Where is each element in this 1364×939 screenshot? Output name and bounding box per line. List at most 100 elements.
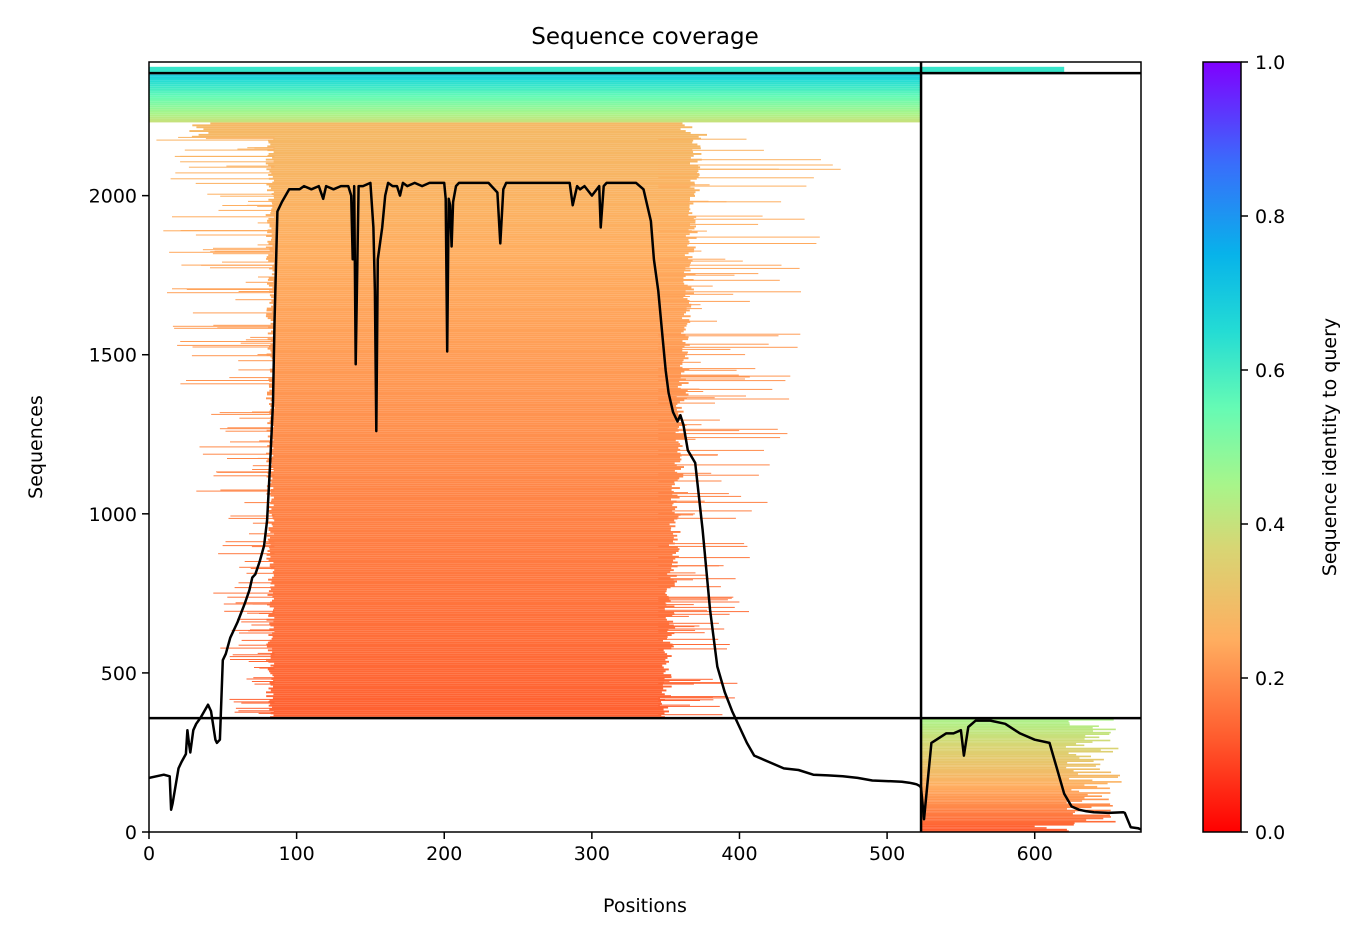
coverage-band [149,86,921,89]
coverage-band [269,345,685,348]
coverage-band [658,361,701,363]
coverage-band [233,701,275,703]
coverage-band [273,487,680,489]
coverage-band [268,479,678,482]
coverage-band [250,336,275,338]
coverage-band [267,550,679,552]
coverage-band [921,774,1120,777]
coverage-band [266,658,666,661]
coverage-band [266,183,695,186]
coverage-band [270,536,674,539]
coverage-band [274,321,691,323]
coverage-band [658,279,780,281]
coverage-band [273,666,664,669]
coverage-band [271,489,672,491]
coverage-band [274,292,694,295]
x-axis-label: Positions [603,895,687,917]
coverage-band [921,758,1104,761]
coverage-band [222,545,275,547]
y-tick-label: 1000 [89,504,137,526]
coverage-band [268,700,661,703]
coverage-band [267,145,701,148]
coverage-band [921,819,1087,821]
coverage-band [921,798,1109,801]
coverage-band [149,111,921,113]
coverage-band [274,328,686,331]
coverage-band [272,269,691,272]
coverage-band [273,147,701,150]
coverage-band [269,385,678,388]
coverage-band [921,741,1093,743]
coverage-band [271,437,686,440]
coverage-band [268,634,672,636]
coverage-band [274,261,691,264]
coverage-band [268,660,669,663]
coverage-band [265,162,690,165]
coverage-band [265,315,691,318]
coverage-band [201,264,275,266]
coverage-band [921,785,1098,788]
coverage-band [921,825,1035,828]
coverage-band [270,399,685,402]
coverage-band [658,449,764,451]
coverage-band [270,405,677,407]
coverage-band [267,393,689,396]
coverage-band [248,630,275,632]
coverage-band [658,493,729,495]
coverage-band [266,521,676,524]
coverage-band [921,797,1085,799]
coverage-band [274,275,686,278]
coverage-band [213,247,275,249]
coverage-band [267,219,696,222]
coverage-band [247,612,275,614]
coverage-band [238,291,275,292]
coverage-band [658,333,801,335]
coverage-band [921,822,1075,825]
coverage-band [239,417,275,419]
coverage-band [658,678,713,680]
coverage-band [274,630,668,633]
coverage-band [921,814,1110,817]
coverage-band [921,812,1073,815]
coverage-band [149,80,921,83]
coverage-band [273,191,696,194]
coverage-band [269,511,675,514]
coverage-band [180,161,275,163]
coverage-band [258,276,275,278]
coverage-band [270,494,678,497]
coverage-band [225,430,275,432]
coverage-band [271,473,684,476]
coverage-band [269,290,686,293]
colorbar-tick-label: 0.8 [1255,206,1285,228]
coverage-band [270,319,690,321]
coverage-band [921,792,1111,794]
coverage-band [266,429,679,432]
coverage-band [246,204,275,206]
coverage-band [270,664,663,667]
coverage-band [658,218,805,220]
coverage-band [274,406,682,409]
coverage-band [266,475,684,478]
coverage-band [226,165,275,167]
coverage-band [252,465,275,467]
coverage-band [229,698,275,700]
coverage-band [658,419,720,421]
coverage-band [274,662,667,665]
coverage-band [658,628,725,630]
coverage-band [273,573,668,575]
coverage-band [269,605,675,608]
coverage-band [921,760,1094,762]
coverage-band [268,546,678,549]
coverage-band [658,586,721,588]
coverage-band [658,291,801,293]
coverage-band [192,312,275,314]
coverage-band [195,234,275,236]
coverage-band [269,294,686,297]
coverage-band [921,795,1102,797]
coverage-band [658,375,791,377]
coverage-band [270,187,695,190]
coverage-band [269,708,664,711]
coverage-band [149,103,921,106]
coverage-band [921,811,1075,813]
coverage-band [921,768,1100,770]
